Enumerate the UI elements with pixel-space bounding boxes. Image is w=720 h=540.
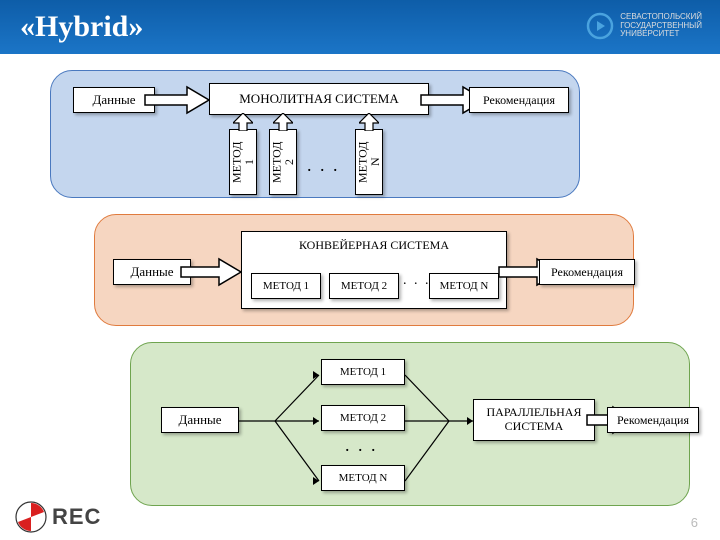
panel2-method-2: МЕТОД 2 <box>329 273 399 299</box>
panel1-output-box: Рекомендация <box>469 87 569 113</box>
panel1-dots: . . . <box>307 155 340 176</box>
panel3-dots: . . . <box>345 435 378 456</box>
slide-title: «Hybrid» <box>20 10 143 44</box>
panel2-method-1: МЕТОД 1 <box>251 273 321 299</box>
panel3-output-box: Рекомендация <box>607 407 699 433</box>
panel-pipeline: Данные КОНВЕЙЕРНАЯ СИСТЕМА МЕТОД 1 МЕТОД… <box>94 214 634 326</box>
university-logo: СЕВАСТОПОЛЬСКИЙ ГОСУДАРСТВЕННЫЙ УНИВЕРСИ… <box>586 12 702 40</box>
panel1-method-n: МЕТОД N <box>355 129 383 195</box>
panel-parallel: Данные МЕТОД 1 МЕТОД 2 . . . МЕТОД N ПАР… <box>130 342 690 506</box>
panel1-up-arrow <box>273 113 293 131</box>
panel3-method-2: МЕТОД 2 <box>321 405 405 431</box>
panel1-up-arrow <box>359 113 379 131</box>
panel1-system-box: МОНОЛИТНАЯ СИСТЕМА <box>209 83 429 115</box>
panel3-system-box: ПАРАЛЛЕЛЬНАЯ СИСТЕМА <box>473 399 595 441</box>
panel2-dots: . . . <box>403 273 431 289</box>
panel3-method-n: МЕТОД N <box>321 465 405 491</box>
university-name: СЕВАСТОПОЛЬСКИЙ ГОСУДАРСТВЕННЫЙ УНИВЕРСИ… <box>620 13 702 39</box>
slide-header: «Hybrid» СЕВАСТОПОЛЬСКИЙ ГОСУДАРСТВЕННЫЙ… <box>0 0 720 54</box>
panel3-merge-lines <box>405 353 475 493</box>
rec-circle-icon <box>14 500 48 534</box>
panel3-input-box: Данные <box>161 407 239 433</box>
panel3-method-1: МЕТОД 1 <box>321 359 405 385</box>
panel1-method-2: МЕТОД 2 <box>269 129 297 195</box>
panel2-method-n: МЕТОД N <box>429 273 499 299</box>
panel1-arrow-in <box>143 83 211 117</box>
bottom-logo-text: REC <box>52 504 101 530</box>
panel2-system-title: КОНВЕЙЕРНАЯ СИСТЕМА <box>299 238 449 253</box>
panel3-branch-lines <box>239 353 325 493</box>
panel-monolithic: Данные МОНОЛИТНАЯ СИСТЕМА Рекомендация М… <box>50 70 580 198</box>
panel2-output-box: Рекомендация <box>539 259 635 285</box>
panel1-up-arrow <box>233 113 253 131</box>
play-circle-icon <box>586 12 614 40</box>
panel1-method-1: МЕТОД 1 <box>229 129 257 195</box>
slide-number: 6 <box>691 515 698 530</box>
bottom-logo: REC <box>14 500 101 534</box>
panel2-arrow-in <box>179 255 243 289</box>
